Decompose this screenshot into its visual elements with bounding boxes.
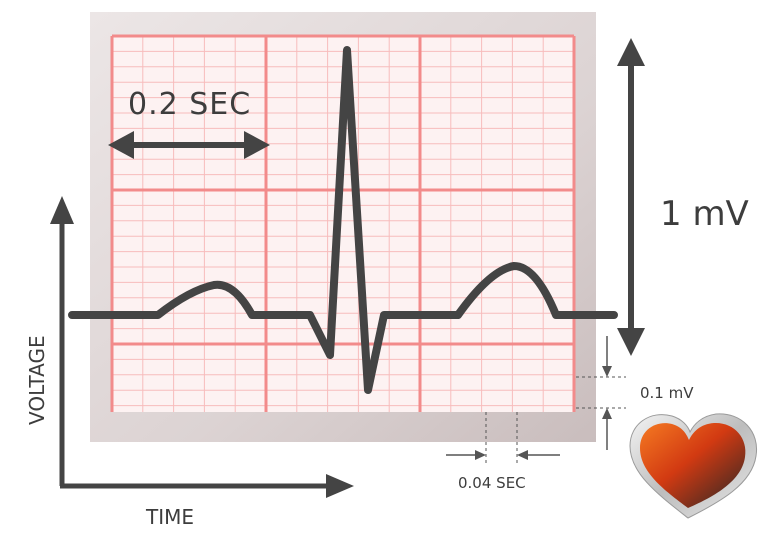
y-axis-arrow xyxy=(50,196,74,486)
amplitude-small-indicator xyxy=(576,336,626,450)
y-axis-label: VOLTAGE xyxy=(25,335,49,425)
interval-large-arrow xyxy=(108,131,270,159)
interval-small-label: 0.04 SEC xyxy=(458,474,526,492)
amplitude-large-arrow xyxy=(617,38,645,356)
amplitude-large-label: 1 mV xyxy=(660,194,749,234)
heart-icon xyxy=(629,413,758,519)
x-axis-arrow xyxy=(60,474,354,498)
ecg-trace xyxy=(68,46,618,394)
interval-small-indicator xyxy=(446,412,560,464)
grid-major-lines xyxy=(110,34,576,412)
interval-large-label: 0.2 SEC xyxy=(128,87,251,122)
amplitude-small-label: 0.1 mV xyxy=(640,384,694,402)
x-axis-label: TIME xyxy=(145,505,194,529)
